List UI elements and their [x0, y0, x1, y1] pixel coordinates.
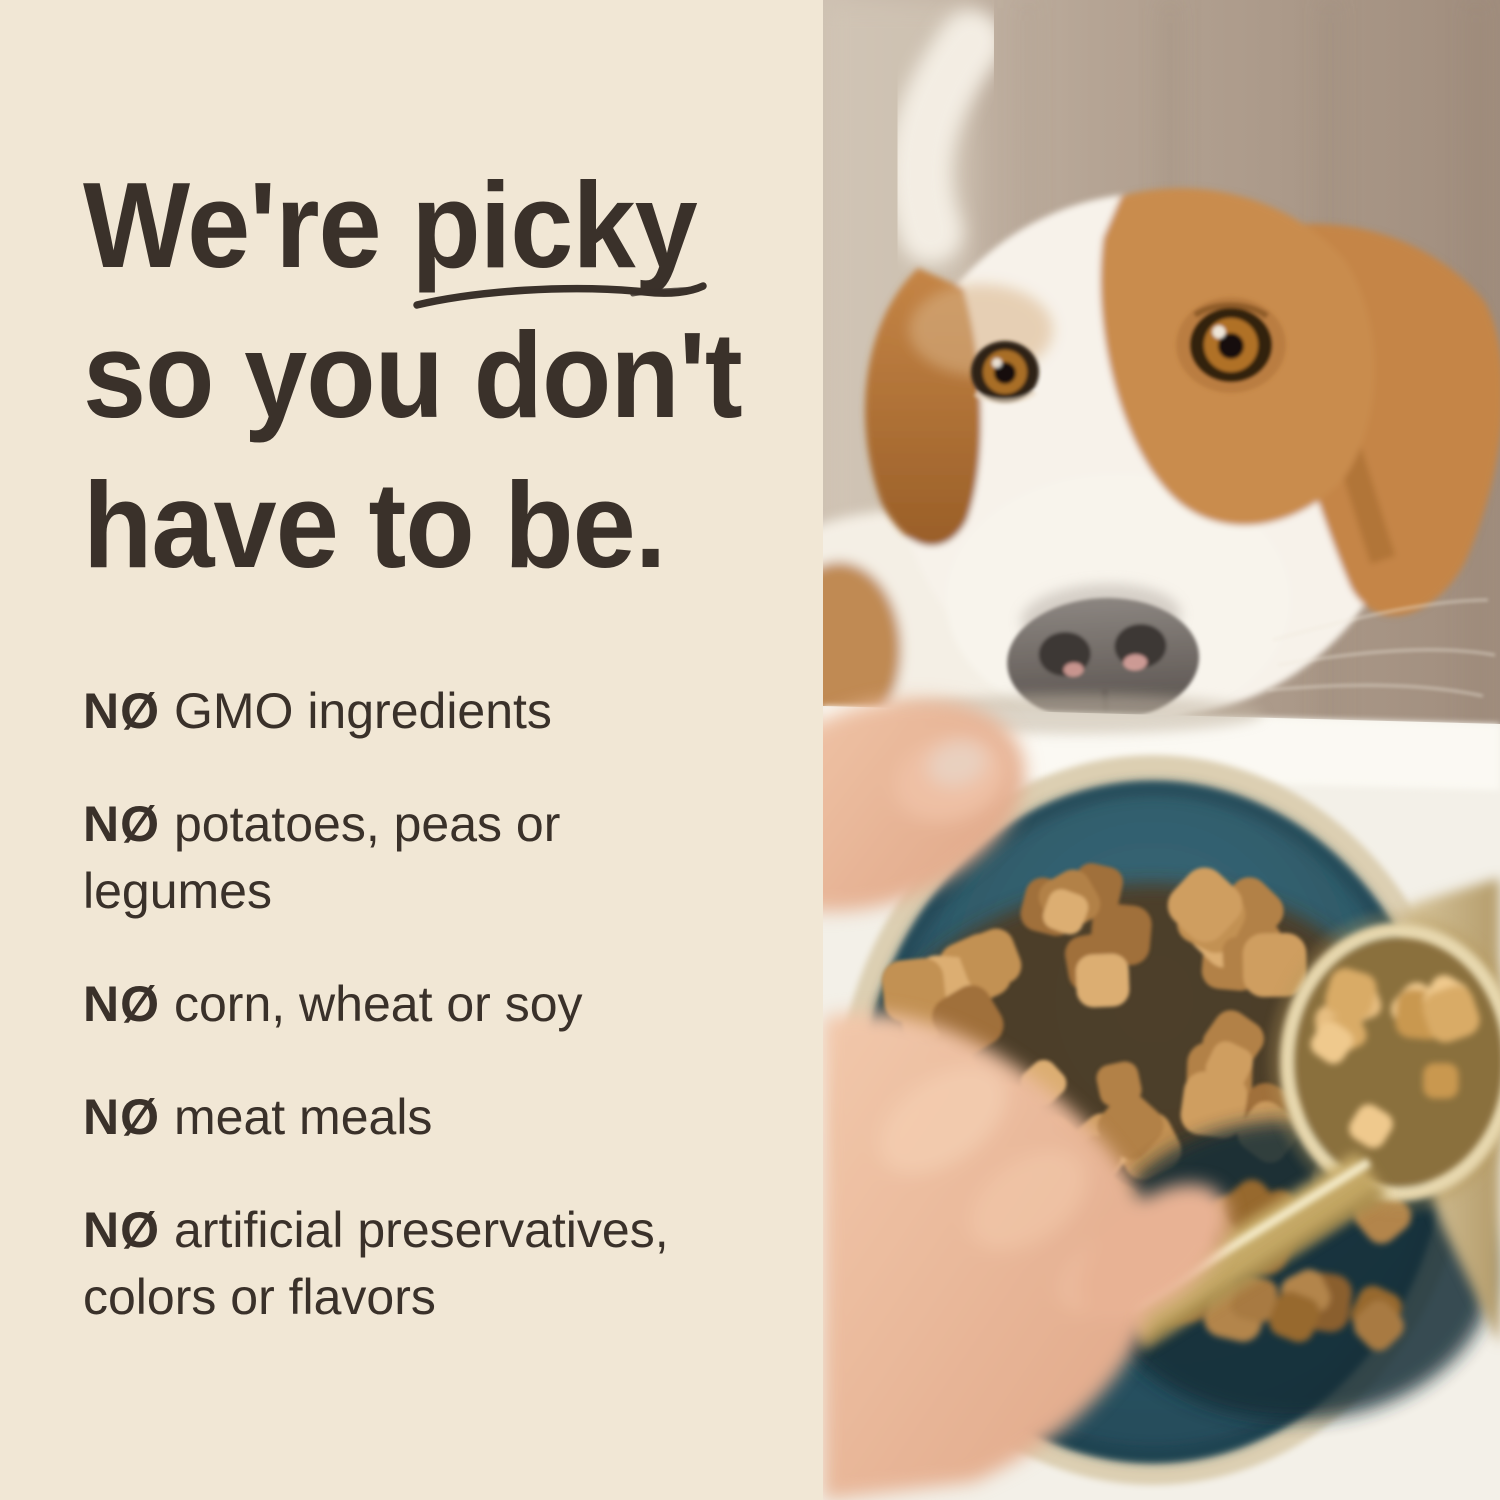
claim-text: GMO ingredients — [174, 683, 552, 739]
kibble-piece — [1422, 985, 1480, 1043]
dog-eye-right — [1176, 297, 1286, 393]
claim-prefix: NØ — [83, 1202, 160, 1258]
fingernail — [927, 741, 987, 787]
kibble-piece — [1167, 867, 1243, 943]
headline-emphasis-word: picky — [411, 157, 697, 293]
headline-emphasis: picky — [411, 150, 707, 309]
dog-tail — [888, 10, 1003, 264]
claim-prefix: NØ — [83, 796, 160, 852]
dog-eye-left — [971, 341, 1039, 404]
kibble-piece — [1230, 1275, 1278, 1323]
kibble-in-scoop — [1310, 968, 1480, 1149]
kibble-piece — [881, 958, 946, 1023]
kibble-piece — [959, 928, 1022, 991]
dog-nose — [1007, 583, 1200, 723]
kibble-piece — [1310, 1021, 1353, 1064]
kibble-piece — [1269, 1291, 1320, 1343]
kibble-piece — [1205, 1041, 1253, 1089]
no-claims-list: NØ GMO ingredients NØ potatoes, peas or le… — [83, 678, 728, 1331]
kibble-piece — [1075, 953, 1130, 1008]
claim-item: NØ artificial preservatives, colors or fl… — [83, 1197, 728, 1331]
product-photo — [823, 0, 1500, 1500]
claim-text: potatoes, peas or legumes — [83, 796, 561, 919]
pouring-hand — [823, 698, 1228, 1500]
headline: We're picky so you don't have to be. — [83, 150, 823, 600]
kibble-piece — [1349, 1104, 1393, 1149]
kibble-piece — [1097, 1093, 1164, 1160]
claim-prefix: NØ — [83, 1089, 160, 1145]
hand-finger — [823, 698, 1025, 912]
text-panel: We're picky so you don't have to be. NØ G… — [83, 150, 823, 1331]
claim-text: artificial preservatives, colors or flav… — [83, 1202, 669, 1325]
claim-text: corn, wheat or soy — [174, 976, 583, 1032]
headline-line-1: We're picky — [83, 150, 771, 309]
headline-line-2: so you don't — [83, 307, 743, 443]
measuring-scoop — [1115, 878, 1500, 1348]
kibble-piece — [1423, 1063, 1459, 1099]
kibble-piece — [1353, 1300, 1404, 1351]
kibble-piece — [1242, 933, 1307, 997]
claim-prefix: NØ — [83, 976, 160, 1032]
claim-prefix: NØ — [83, 683, 160, 739]
claim-item: NØ GMO ingredients — [83, 678, 728, 745]
dog-photo-illustration — [823, 0, 1500, 1500]
claim-item: NØ meat meals — [83, 1084, 728, 1151]
thumb — [1078, 1183, 1228, 1321]
claim-text: meat meals — [174, 1089, 433, 1145]
headline-line-3: have to be. — [83, 457, 666, 593]
scoop-handle — [1115, 1152, 1387, 1348]
dog-whiskers — [1267, 598, 1496, 698]
claim-item: NØ corn, wheat or soy — [83, 971, 728, 1038]
dog-head — [864, 188, 1500, 726]
kibble-piece — [1043, 889, 1089, 935]
claim-item: NØ potatoes, peas or legumes — [83, 791, 728, 925]
kibble-piece — [1325, 968, 1377, 1020]
headline-line1-pre: We're — [83, 157, 412, 293]
